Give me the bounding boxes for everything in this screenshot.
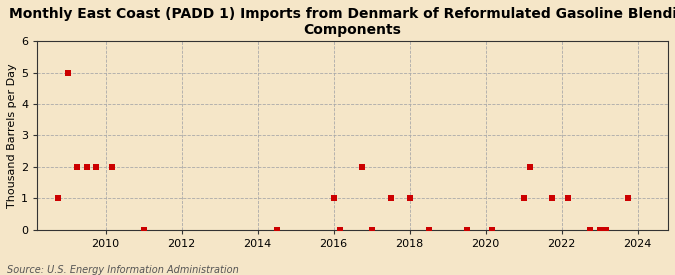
- Point: [594, 228, 605, 232]
- Text: Source: U.S. Energy Information Administration: Source: U.S. Energy Information Administ…: [7, 265, 238, 275]
- Point: [90, 165, 101, 169]
- Y-axis label: Thousand Barrels per Day: Thousand Barrels per Day: [7, 63, 17, 208]
- Point: [62, 70, 73, 75]
- Point: [585, 228, 595, 232]
- Point: [601, 228, 612, 232]
- Point: [335, 228, 346, 232]
- Point: [563, 196, 574, 200]
- Point: [404, 196, 415, 200]
- Title: Monthly East Coast (PADD 1) Imports from Denmark of Reformulated Gasoline Blendi: Monthly East Coast (PADD 1) Imports from…: [9, 7, 675, 37]
- Point: [487, 228, 497, 232]
- Point: [107, 165, 117, 169]
- Point: [461, 228, 472, 232]
- Point: [138, 228, 149, 232]
- Point: [367, 228, 377, 232]
- Point: [518, 196, 529, 200]
- Point: [524, 165, 535, 169]
- Point: [357, 165, 368, 169]
- Point: [423, 228, 434, 232]
- Point: [385, 196, 396, 200]
- Point: [53, 196, 63, 200]
- Point: [623, 196, 634, 200]
- Point: [271, 228, 282, 232]
- Point: [328, 196, 339, 200]
- Point: [81, 165, 92, 169]
- Point: [72, 165, 82, 169]
- Point: [547, 196, 558, 200]
